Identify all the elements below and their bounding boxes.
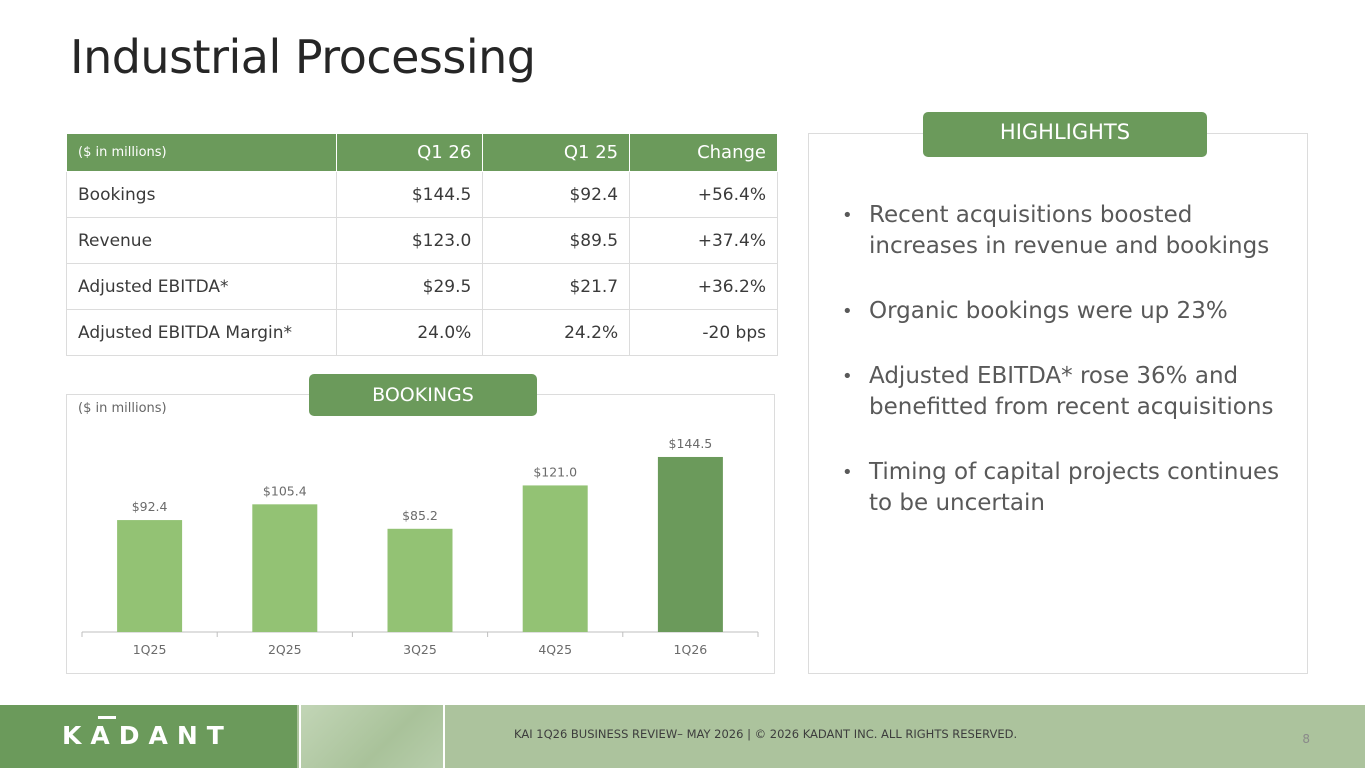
kadant-logo: KADANT bbox=[62, 716, 233, 750]
footer-bar: KADANT KAI 1Q26 BUSINESS REVIEW– MAY 202… bbox=[0, 705, 1365, 768]
table-row: Revenue $123.0 $89.5 +37.4% bbox=[66, 217, 778, 264]
row-label: Adjusted EBITDA Margin* bbox=[66, 309, 337, 356]
page-title: Industrial Processing bbox=[70, 30, 536, 84]
column-header-q1-25: Q1 25 bbox=[482, 133, 631, 172]
data-label: $121.0 bbox=[533, 464, 577, 479]
cell-change: +56.4% bbox=[629, 171, 778, 218]
x-tick-label: 1Q25 bbox=[133, 642, 167, 657]
highlights-list: • Recent acquisitions boosted increases i… bbox=[842, 200, 1302, 553]
footer-logo-block: KADANT bbox=[0, 705, 297, 768]
cell-q1-25: $21.7 bbox=[482, 263, 631, 310]
footer-texture-block bbox=[299, 705, 445, 768]
bar-1q25 bbox=[117, 520, 183, 632]
bar-1q26 bbox=[657, 456, 723, 632]
row-label: Bookings bbox=[66, 171, 337, 218]
highlights-tab: HIGHLIGHTS bbox=[923, 112, 1207, 157]
column-header-q1-26: Q1 26 bbox=[335, 133, 484, 172]
cell-q1-26: $144.5 bbox=[335, 171, 484, 218]
row-label: Adjusted EBITDA* bbox=[66, 263, 337, 310]
x-tick-label: 3Q25 bbox=[403, 642, 437, 657]
table-row: Adjusted EBITDA* $29.5 $21.7 +36.2% bbox=[66, 263, 778, 310]
data-label: $92.4 bbox=[132, 499, 168, 514]
data-label: $105.4 bbox=[263, 483, 307, 498]
cell-q1-26: $123.0 bbox=[335, 217, 484, 264]
highlight-text: Timing of capital projects continues to … bbox=[869, 459, 1280, 516]
logo-macron bbox=[98, 716, 116, 719]
column-header-units: ($ in millions) bbox=[66, 133, 337, 172]
chart-units-label: ($ in millions) bbox=[78, 401, 167, 416]
cell-change: -20 bps bbox=[629, 309, 778, 356]
x-tick-label: 4Q25 bbox=[538, 642, 572, 657]
table-row: Adjusted EBITDA Margin* 24.0% 24.2% -20 … bbox=[66, 309, 778, 356]
highlight-text: Organic bookings were up 23% bbox=[869, 298, 1228, 324]
highlight-item: • Organic bookings were up 23% bbox=[842, 296, 1302, 327]
cell-q1-25: $92.4 bbox=[482, 171, 631, 218]
bar-2q25 bbox=[252, 504, 318, 632]
table-header-row: ($ in millions) Q1 26 Q1 25 Change bbox=[66, 133, 778, 172]
footer-copyright: KAI 1Q26 BUSINESS REVIEW– MAY 2026 | © 2… bbox=[514, 727, 1018, 741]
cell-change: +36.2% bbox=[629, 263, 778, 310]
page-number: 8 bbox=[1302, 732, 1310, 746]
highlight-text: Adjusted EBITDA* rose 36% and benefitted… bbox=[869, 363, 1274, 420]
bullet-icon: • bbox=[842, 366, 853, 387]
cell-q1-25: $89.5 bbox=[482, 217, 631, 264]
cell-change: +37.4% bbox=[629, 217, 778, 264]
bullet-icon: • bbox=[842, 462, 853, 483]
highlight-item: • Timing of capital projects continues to… bbox=[842, 457, 1302, 519]
highlight-text: Recent acquisitions boosted increases in… bbox=[869, 202, 1270, 259]
x-tick-label: 1Q26 bbox=[674, 642, 708, 657]
highlight-item: • Recent acquisitions boosted increases i… bbox=[842, 200, 1302, 262]
data-label: $144.5 bbox=[669, 436, 713, 451]
bar-4q25 bbox=[522, 485, 588, 632]
bookings-chart: $92.4 1Q25 $105.4 2Q25 $85.2 3Q25 $121.0 4Q25 $1… bbox=[81, 436, 759, 657]
bullet-icon: • bbox=[842, 205, 853, 226]
table-row: Bookings $144.5 $92.4 +56.4% bbox=[66, 171, 778, 218]
data-label: $85.2 bbox=[402, 508, 438, 523]
financial-summary-table: ($ in millions) Q1 26 Q1 25 Change Booki… bbox=[66, 133, 778, 356]
cell-q1-26: 24.0% bbox=[335, 309, 484, 356]
x-tick-label: 2Q25 bbox=[268, 642, 302, 657]
highlight-item: • Adjusted EBITDA* rose 36% and benefitte… bbox=[842, 361, 1302, 423]
column-header-change: Change bbox=[629, 133, 778, 172]
bar-3q25 bbox=[387, 528, 453, 632]
row-label: Revenue bbox=[66, 217, 337, 264]
logo-text: KADANT bbox=[62, 721, 233, 750]
bookings-tab: BOOKINGS bbox=[309, 374, 537, 416]
cell-q1-26: $29.5 bbox=[335, 263, 484, 310]
cell-q1-25: 24.2% bbox=[482, 309, 631, 356]
bullet-icon: • bbox=[842, 301, 853, 322]
